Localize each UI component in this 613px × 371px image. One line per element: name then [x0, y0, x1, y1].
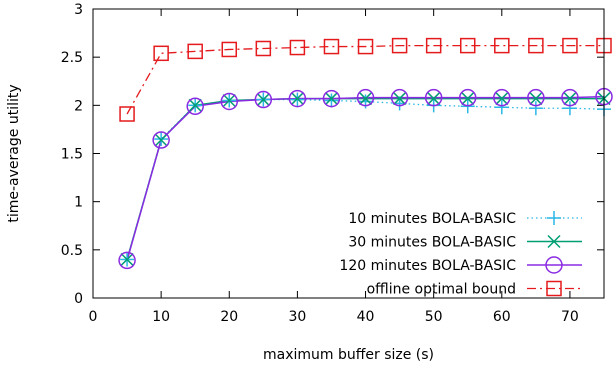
series-3-point	[356, 88, 375, 107]
legend-label: 30 minutes BOLA-BASIC	[348, 235, 516, 251]
y-tick-label: 0.5	[61, 243, 83, 259]
y-tick-label: 2	[74, 98, 83, 114]
series-2-point	[256, 93, 270, 107]
y-tick-label: 1.5	[61, 147, 83, 163]
series-4-point	[459, 37, 476, 54]
series-2-point	[324, 92, 338, 106]
series-2-point	[359, 92, 373, 106]
x-tick-label: 50	[425, 309, 443, 325]
lines-layer	[126, 44, 605, 261]
series-4-point	[391, 37, 408, 54]
series-3-point	[493, 88, 511, 107]
series-4-point	[255, 40, 272, 57]
series-2-point	[461, 92, 475, 106]
series-2-point	[563, 92, 577, 106]
y-axis-label: time-average utility	[6, 84, 22, 222]
x-tick-label: 40	[357, 309, 375, 325]
series-2-point	[154, 133, 168, 147]
legend-label: 120 minutes BOLA-BASIC	[339, 258, 516, 274]
series-3-point	[220, 92, 239, 111]
series-4-point	[323, 38, 340, 55]
legend-marker	[545, 256, 563, 274]
series-1-point	[528, 101, 543, 116]
legend: 10 minutes BOLA-BASIC 30 minutes BOLA-BAS…	[339, 211, 582, 298]
series-line-4	[126, 44, 604, 115]
series-3-point	[322, 89, 341, 108]
series-4-point	[221, 41, 238, 58]
x-tick-label: 60	[493, 309, 511, 325]
series-3-point	[254, 90, 273, 109]
tick-labels: 0 10 20 30 40 50 60 70 0 0.5 1 1.5 2 2.5 3	[61, 2, 579, 325]
x-tick-label: 10	[152, 309, 170, 325]
y-tick-label: 0	[74, 291, 83, 307]
legend-label: 10 minutes BOLA-BASIC	[348, 211, 516, 227]
legend-marker	[547, 234, 561, 249]
series-4-point	[562, 37, 578, 54]
plot-frame	[92, 8, 605, 299]
legend-marker	[547, 211, 561, 225]
legend-label: offline optimal bound	[367, 282, 516, 298]
series-3-point	[390, 88, 409, 107]
series-3-point	[152, 131, 170, 149]
series-3-point	[186, 97, 204, 116]
series-2-point	[427, 92, 441, 106]
y-tick-label: 3	[74, 2, 83, 18]
x-tick-label: 30	[288, 309, 306, 325]
series-2-point	[188, 98, 202, 112]
series-4-point	[119, 106, 135, 122]
series-4-point	[153, 45, 169, 62]
series-1-point	[562, 101, 577, 116]
series-3-point	[527, 88, 545, 107]
series-1-point	[358, 94, 373, 109]
series-3-point	[561, 88, 579, 107]
series-3-point	[118, 251, 136, 270]
series-1-point	[324, 93, 339, 108]
x-axis-label: maximum buffer size (s)	[263, 347, 434, 363]
series-2-point	[120, 252, 134, 266]
series-4-point	[425, 37, 442, 54]
x-tick-label: 0	[89, 309, 98, 325]
series-4-point	[494, 37, 510, 54]
series-2-point	[495, 92, 509, 106]
series-4-point	[289, 39, 306, 56]
legend-marker	[546, 280, 562, 297]
y-tick-label: 1	[74, 195, 83, 211]
series-2-point	[290, 92, 304, 106]
series-1-point	[494, 100, 509, 115]
markers-layer	[118, 37, 613, 270]
series-2-point	[529, 92, 543, 106]
series-2-point	[393, 92, 407, 106]
series-4-point	[528, 37, 544, 54]
series-4-point	[187, 43, 203, 60]
series-4-point	[357, 38, 374, 55]
series-3-point	[424, 88, 443, 107]
series-3-point	[288, 89, 307, 108]
x-tick-label: 20	[220, 309, 238, 325]
series-2-point	[222, 93, 236, 108]
x-tick-label: 70	[561, 309, 579, 325]
y-tick-label: 2.5	[61, 50, 83, 66]
series-3-point	[458, 88, 477, 107]
